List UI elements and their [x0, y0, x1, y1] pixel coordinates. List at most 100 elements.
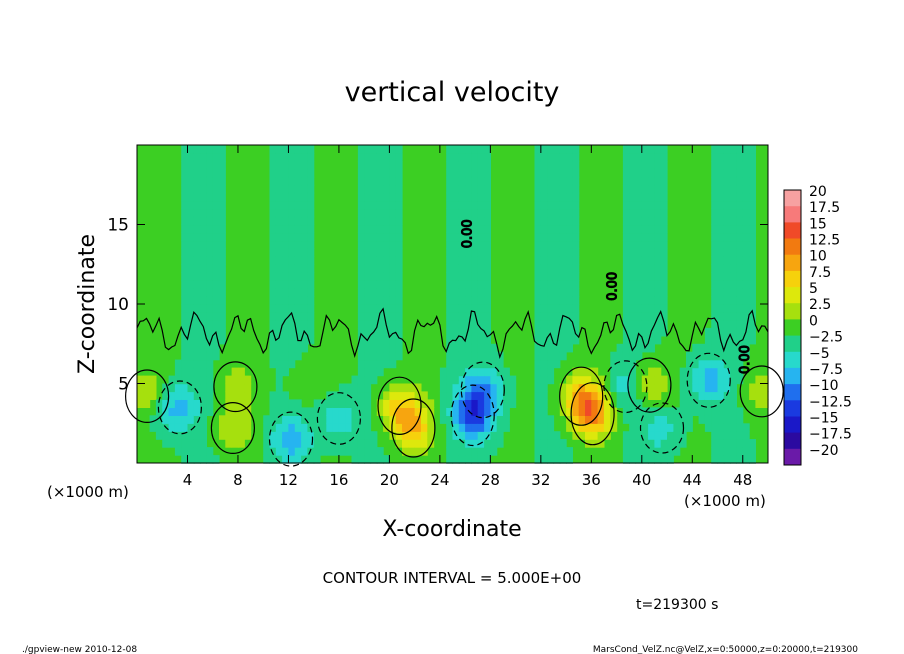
heat-cell: [307, 407, 315, 416]
heat-cell: [458, 176, 466, 186]
heat-cell: [490, 439, 498, 448]
heat-cell: [635, 447, 643, 456]
heat-cell: [181, 145, 189, 154]
heat-cell: [206, 399, 214, 408]
heat-cell: [370, 296, 378, 305]
heat-cell: [187, 359, 195, 369]
heat-cell: [496, 431, 504, 440]
heat-cell: [376, 216, 384, 226]
heat-cell: [282, 176, 289, 186]
heat-cell: [452, 343, 460, 353]
heat-cell: [288, 439, 296, 448]
heat-cell: [275, 447, 283, 456]
heat-cell: [641, 312, 649, 321]
heat-cell: [471, 423, 479, 432]
heat-cell: [370, 184, 378, 194]
heat-cell: [534, 248, 542, 257]
heat-cell: [162, 431, 170, 440]
heat-cell: [679, 431, 687, 440]
heat-cell: [364, 224, 372, 234]
heat-cell: [307, 216, 315, 226]
heat-cell: [692, 391, 700, 400]
heat-cell: [465, 399, 472, 408]
heat-cell: [389, 168, 397, 178]
heat-cell: [490, 399, 498, 408]
heat-cell: [206, 160, 214, 170]
heat-cell: [503, 383, 510, 393]
heat-cell: [200, 160, 207, 170]
heat-cell: [534, 232, 542, 242]
heat-cell: [553, 319, 561, 329]
heat-cell: [654, 335, 662, 345]
heat-cell: [162, 399, 170, 408]
heat-cell: [553, 455, 561, 464]
heat-cell: [730, 216, 737, 226]
heat-cell: [547, 152, 555, 162]
heat-cell: [648, 168, 655, 178]
heat-cell: [477, 256, 485, 265]
heat-cell: [641, 145, 649, 154]
heat-cell: [187, 152, 195, 162]
heat-cell: [282, 335, 289, 345]
heat-cell: [597, 439, 605, 448]
heat-cell: [332, 431, 340, 440]
heat-cell: [307, 280, 315, 289]
heat-cell: [540, 455, 548, 464]
heat-cell: [566, 240, 573, 249]
heat-cell: [711, 319, 719, 329]
heat-cell: [465, 208, 472, 218]
heat-cell: [749, 216, 756, 226]
heat-cell: [282, 319, 289, 329]
heat-cell: [698, 415, 706, 424]
heat-cell: [383, 327, 390, 337]
heat-cell: [263, 439, 271, 448]
heat-cell: [610, 423, 618, 432]
heat-cell: [389, 280, 397, 289]
heat-cell: [402, 415, 409, 424]
heat-cell: [206, 312, 214, 321]
heat-cell: [723, 343, 731, 353]
heat-cell: [553, 152, 561, 162]
heat-cell: [402, 439, 409, 448]
heat-cell: [446, 351, 454, 361]
heat-cell: [711, 312, 719, 321]
heat-cell: [465, 168, 472, 178]
heat-cell: [566, 399, 573, 408]
heat-cell: [395, 192, 403, 202]
heat-cell: [193, 288, 201, 297]
heat-cell: [219, 335, 226, 345]
heat-cell: [231, 375, 239, 385]
heat-cell: [446, 248, 454, 257]
heat-cell: [711, 145, 719, 154]
heat-cell: [275, 383, 283, 393]
heat-cell: [307, 319, 315, 329]
heat-cell: [704, 367, 712, 377]
heat-cell: [383, 391, 390, 400]
heat-cell: [641, 423, 649, 432]
heat-cell: [704, 375, 712, 385]
heat-cell: [206, 192, 214, 202]
heat-cell: [654, 415, 662, 424]
heat-cell: [181, 184, 189, 194]
heat-cell: [408, 431, 416, 440]
heat-cell: [629, 152, 637, 162]
heat-cell: [559, 288, 567, 297]
heat-cell: [137, 383, 144, 393]
heat-cell: [446, 343, 454, 353]
heat-cell: [357, 256, 365, 265]
heat-cell: [641, 216, 649, 226]
heat-cell: [458, 359, 466, 369]
heat-cell: [395, 423, 403, 432]
colorbar-swatch: [784, 190, 801, 207]
heat-cell: [660, 240, 668, 249]
heat-cell: [427, 415, 435, 424]
heat-cell: [301, 256, 308, 265]
time-label: t=219300 s: [636, 597, 718, 613]
heat-cell: [212, 176, 220, 186]
heat-cell: [219, 327, 226, 337]
heat-cell: [629, 168, 637, 178]
y-tick-label: 5: [118, 375, 129, 395]
heat-cell: [465, 359, 472, 369]
heat-cell: [307, 208, 315, 218]
heat-cell: [591, 383, 599, 393]
